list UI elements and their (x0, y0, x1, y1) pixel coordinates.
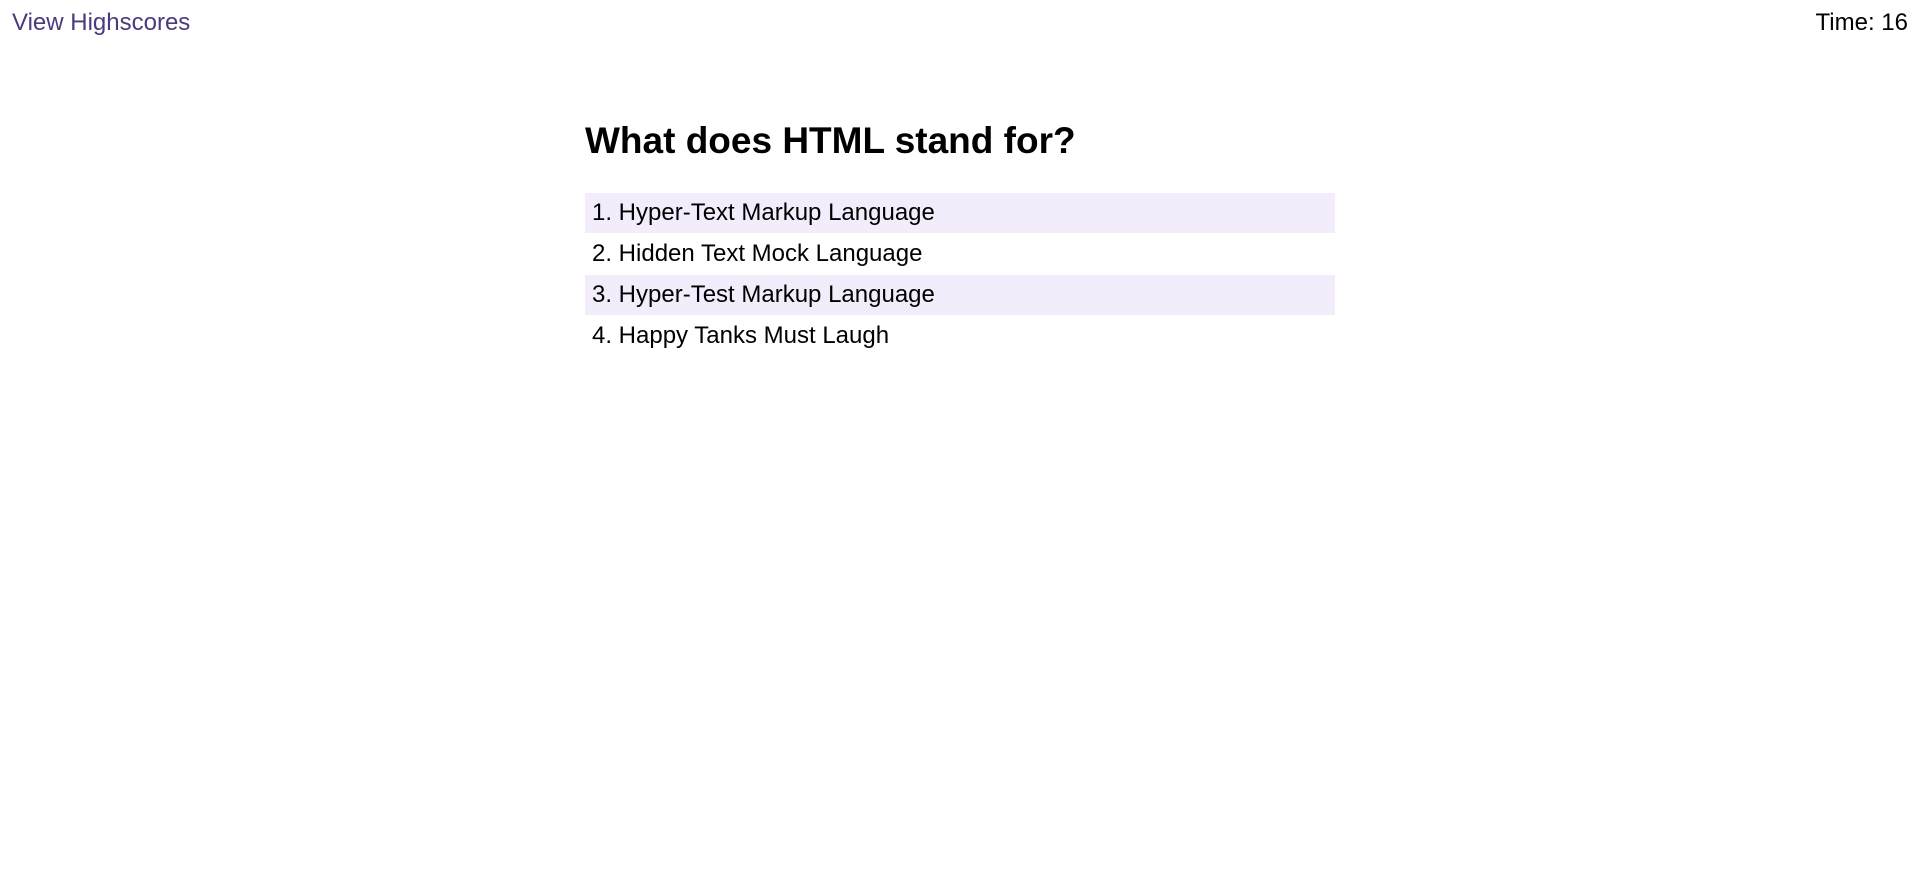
view-highscores-link[interactable]: View Highscores (12, 9, 191, 36)
question-title: What does HTML stand for? (585, 120, 1076, 161)
answer-choice-1[interactable]: 1. Hyper-Text Markup Language (585, 193, 1335, 233)
answer-choice-3[interactable]: 3. Hyper-Test Markup Language (585, 275, 1335, 315)
timer-display: Time: 16 (1815, 9, 1908, 36)
answer-choice-4[interactable]: 4. Happy Tanks Must Laugh (592, 322, 890, 349)
answer-choice-2[interactable]: 2. Hidden Text Mock Language (592, 240, 923, 267)
question-card: What does HTML stand for? 1. Hyper-Text … (585, 115, 1335, 357)
answer-choices: 1. Hyper-Text Markup Language 2. Hidden … (585, 193, 1335, 356)
header-bar: View Highscores Time: 16 (0, 0, 1920, 46)
